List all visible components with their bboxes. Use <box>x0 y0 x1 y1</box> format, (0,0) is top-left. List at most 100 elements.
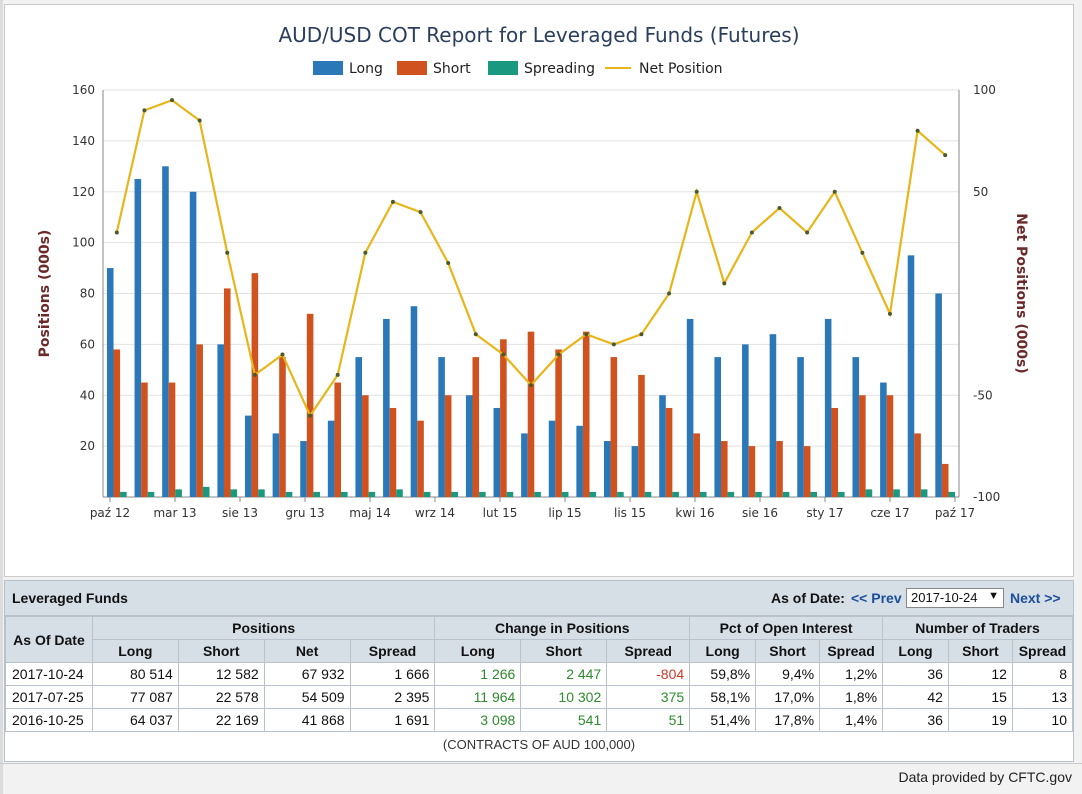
subheader-pos-net: Net <box>263 639 351 663</box>
net-position-point <box>473 332 478 337</box>
next-date-link[interactable]: Next >> <box>1010 590 1061 606</box>
net-position-point <box>832 189 837 194</box>
bar-spreading <box>727 491 735 497</box>
bar-short <box>803 446 811 497</box>
legend-label-net: Net Position <box>639 61 723 77</box>
bar-long <box>686 318 694 497</box>
legend-swatch-short <box>397 61 427 75</box>
net-position-point <box>252 372 257 377</box>
x-tick-label: cze 17 <box>870 506 909 520</box>
bar-spreading <box>893 489 900 497</box>
table-title: Leveraged Funds <box>12 590 128 606</box>
cell-chg-long: 1 266 <box>434 662 522 686</box>
bar-spreading <box>396 489 403 497</box>
bar-spreading <box>230 489 238 497</box>
y2-tick-label: -50 <box>973 388 993 402</box>
subheader-pos-long: Long <box>91 639 179 663</box>
bar-spreading <box>838 491 845 497</box>
subheader-chg-long: Long <box>434 639 522 663</box>
cell-pct-spread: 1,2% <box>819 662 884 686</box>
bar-spreading <box>755 491 762 497</box>
bar-spreading <box>672 491 679 497</box>
bar-short <box>251 273 259 497</box>
bar-long <box>355 357 363 497</box>
cell-tr-short: 15 <box>947 685 1013 709</box>
x-tick-label: sie 13 <box>222 506 258 520</box>
bar-long <box>465 395 473 497</box>
bar-long <box>162 166 169 497</box>
net-position-point <box>418 210 423 215</box>
bar-spreading <box>699 491 707 497</box>
bar-spreading <box>589 491 597 497</box>
net-position-point <box>556 352 561 357</box>
net-position-point <box>335 372 340 377</box>
cell-chg-spread: 375 <box>606 685 691 709</box>
y-tick-label: 60 <box>80 337 95 351</box>
net-position-point <box>170 98 175 103</box>
bar-short <box>444 395 452 497</box>
bar-long <box>300 441 307 497</box>
header-change: Change in Positions <box>434 616 691 640</box>
bar-spreading <box>948 491 956 497</box>
bar-spreading <box>285 491 293 497</box>
prev-date-link[interactable]: << Prev <box>851 590 902 606</box>
bar-spreading <box>147 491 155 497</box>
cell-pct-short: 17,8% <box>755 708 821 732</box>
net-position-point <box>887 311 892 316</box>
net-position-point <box>225 250 230 255</box>
bar-short <box>417 420 424 497</box>
subheader-tr-short: Short <box>947 639 1013 663</box>
subheader-pos-spread: Spread <box>349 639 436 663</box>
cell-pos-long: 77 087 <box>91 685 179 709</box>
legend-label-spreading: Spreading <box>524 61 595 77</box>
subheader-pos-short: Short <box>177 639 265 663</box>
selected-date: 2017-10-24 <box>911 590 978 605</box>
cell-pos-net: 41 868 <box>263 708 351 732</box>
bar-spreading <box>313 491 320 497</box>
bar-short <box>638 374 645 497</box>
header-positions: Positions <box>91 616 436 640</box>
row-date: 2017-10-24 <box>5 662 93 686</box>
x-tick-label: gru 13 <box>285 506 324 520</box>
cell-chg-short: 541 <box>520 708 608 732</box>
y-tick-label: 20 <box>80 439 95 453</box>
bar-long <box>383 318 390 497</box>
bar-spreading <box>561 491 569 497</box>
net-position-point <box>749 230 754 235</box>
bar-spreading <box>479 491 486 497</box>
footer-divider <box>0 763 1082 764</box>
y-axis-title: Positions (000s) <box>37 230 53 358</box>
chart-title: AUD/USD COT Report for Leveraged Funds (… <box>278 23 799 47</box>
bar-short <box>500 339 507 497</box>
cell-pos-net: 54 509 <box>263 685 351 709</box>
cell-tr-long: 42 <box>882 685 949 709</box>
y2-tick-label: -100 <box>973 490 1000 504</box>
header-as-of-date: As Of Date <box>5 616 93 663</box>
header-traders: Number of Traders <box>882 616 1073 640</box>
bar-long <box>852 357 860 497</box>
subheader-pct-long: Long <box>689 639 757 663</box>
y-tick-label: 140 <box>72 134 95 148</box>
bar-spreading <box>451 491 459 497</box>
net-position-point <box>860 250 865 255</box>
net-position-point <box>114 230 119 235</box>
cell-pct-long: 58,1% <box>689 685 757 709</box>
cell-tr-spread: 8 <box>1011 662 1074 686</box>
bar-short <box>941 463 949 497</box>
bar-short <box>472 357 480 497</box>
cot-table-panel: Leveraged Funds As of Date: << Prev 2017… <box>4 580 1074 762</box>
data-source-credit: Data provided by CFTC.gov <box>898 769 1072 785</box>
bar-long <box>659 395 666 497</box>
date-select[interactable]: 2017-10-24 ▼ <box>906 588 1004 608</box>
bar-short <box>306 313 314 497</box>
bar-spreading <box>340 491 348 497</box>
cell-pos-spread: 2 395 <box>349 685 436 709</box>
net-position-point <box>390 199 395 204</box>
bar-long <box>272 433 280 497</box>
cell-chg-long: 3 098 <box>434 708 522 732</box>
net-position-point <box>639 332 644 337</box>
bar-short <box>196 344 203 497</box>
cell-pct-spread: 1,8% <box>819 685 884 709</box>
bar-short <box>168 382 176 497</box>
bar-long <box>548 420 556 497</box>
